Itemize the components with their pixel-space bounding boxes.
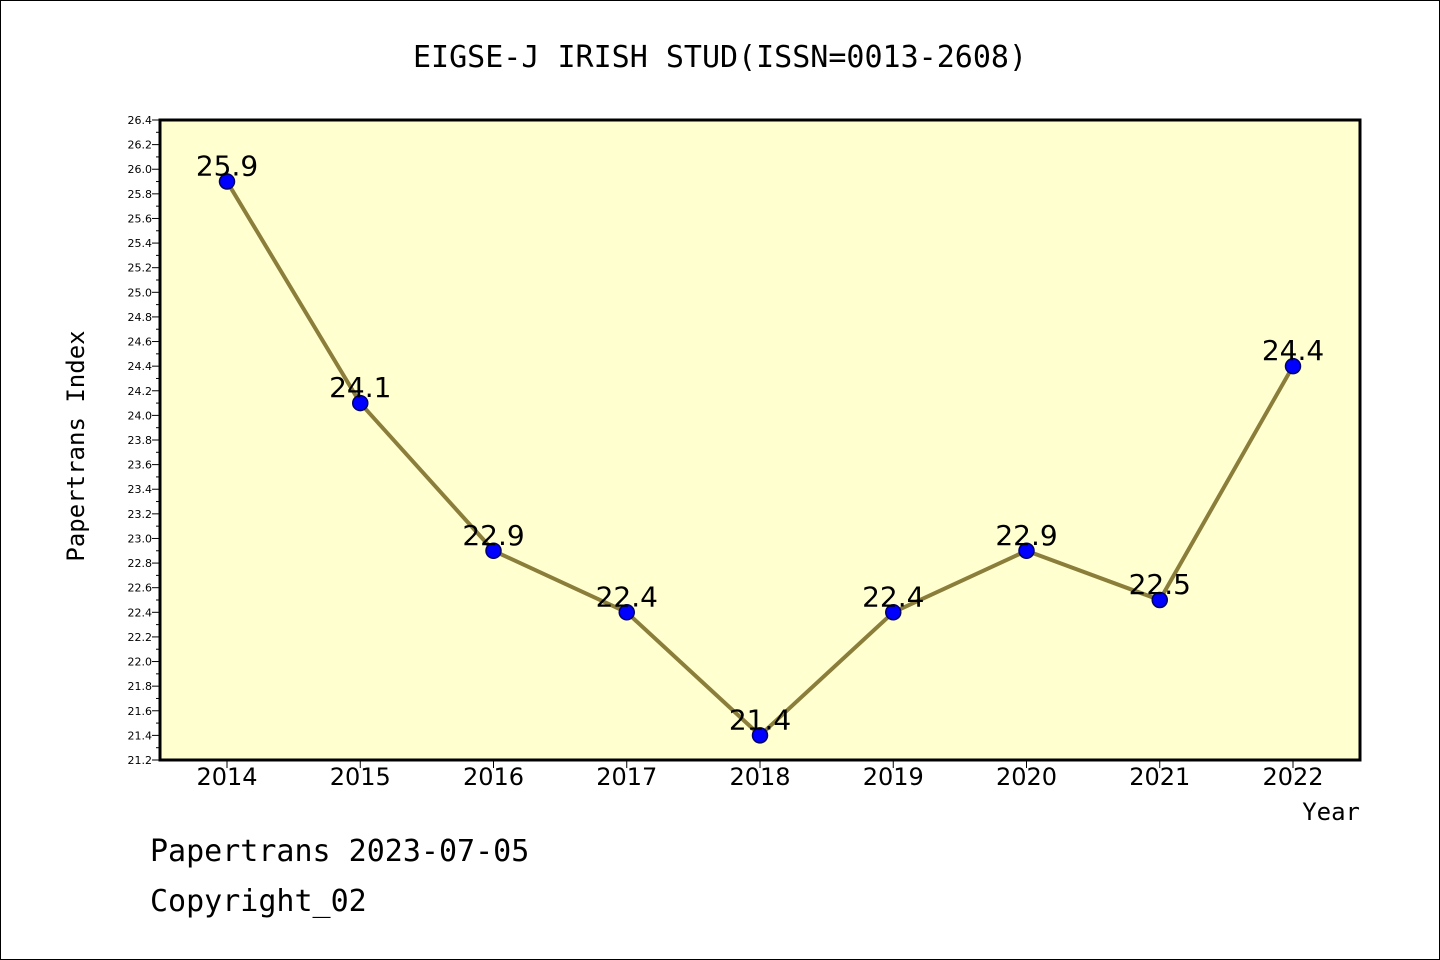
data-point <box>618 604 635 621</box>
data-label: 25.9 <box>196 150 258 183</box>
plot-area <box>160 120 1360 760</box>
y-tick-label: 25.2 <box>128 262 153 275</box>
y-tick-label: 21.6 <box>128 705 153 718</box>
data-point <box>885 604 902 621</box>
x-tick-label: 2014 <box>196 763 257 791</box>
x-tick-label: 2022 <box>1262 763 1323 791</box>
data-labels: 25.9 24.1 22.9 22.4 21.4 22.4 22.9 22.5 24.4 <box>196 150 1324 737</box>
y-tick-label: 25.6 <box>128 212 153 225</box>
data-label: 22.4 <box>862 580 924 613</box>
y-tick-label: 23.0 <box>128 532 153 545</box>
x-tick-label: 2017 <box>596 763 657 791</box>
y-tick-label: 21.4 <box>128 729 153 742</box>
y-tick-label: 24.2 <box>128 385 153 398</box>
data-markers <box>218 173 1302 744</box>
y-tick-label: 22.4 <box>128 606 153 619</box>
data-label: 21.4 <box>729 703 791 736</box>
data-point <box>751 727 769 744</box>
data-point <box>218 173 236 190</box>
y-tick-label: 24.6 <box>128 336 153 349</box>
y-tick-label: 25.0 <box>128 286 153 299</box>
x-tick-label: 2016 <box>463 763 524 791</box>
y-tick-label: 23.6 <box>128 459 153 472</box>
y-tick-label: 21.8 <box>128 680 153 693</box>
data-label: 22.9 <box>995 519 1057 552</box>
y-axis-ticks: 21.2 21.4 21.6 21.8 22.0 22.2 22.4 22.6 22.8 23.0… <box>128 114 160 767</box>
x-tick-label: 2019 <box>863 763 924 791</box>
y-tick-label: 25.4 <box>128 237 153 250</box>
data-point <box>352 394 369 412</box>
x-axis-label: Year <box>1302 798 1360 826</box>
y-tick-label: 26.2 <box>128 139 153 152</box>
y-tick-label: 25.8 <box>128 188 153 201</box>
data-label: 24.4 <box>1262 334 1324 367</box>
plot-border <box>158 118 1362 762</box>
data-label: 22.4 <box>596 580 658 613</box>
y-tick-label: 22.8 <box>128 557 153 570</box>
y-tick-label: 21.2 <box>128 754 153 767</box>
x-tick-label: 2020 <box>996 763 1057 791</box>
data-label: 22.9 <box>462 519 524 552</box>
y-tick-label: 26.0 <box>128 163 153 176</box>
data-point <box>1284 357 1302 375</box>
y-tick-label: 22.2 <box>128 631 153 644</box>
footer-date: Papertrans 2023-07-05 <box>150 834 530 869</box>
x-tick-label: 2018 <box>729 763 790 791</box>
y-tick-label: 26.4 <box>128 114 153 127</box>
y-tick-label: 24.8 <box>128 311 153 324</box>
y-tick-label: 24.4 <box>128 360 153 373</box>
y-tick-label: 24.0 <box>128 409 153 422</box>
data-point <box>485 542 502 560</box>
x-tick-label: 2021 <box>1129 763 1190 791</box>
y-tick-label: 22.6 <box>128 582 153 595</box>
y-axis-label: Papertrans Index <box>62 330 90 561</box>
footer-copyright: Copyright_02 <box>150 884 367 919</box>
y-tick-label: 23.2 <box>128 508 153 521</box>
data-point <box>1018 542 1035 560</box>
x-axis-ticks: 2014 2015 2016 2017 2018 2019 2020 2021 2022 <box>196 760 1324 791</box>
chart-title: EIGSE-J IRISH STUD(ISSN=0013-2608) <box>413 40 1027 75</box>
y-tick-label: 23.4 <box>128 483 153 496</box>
data-label: 24.1 <box>329 371 391 404</box>
x-tick-label: 2015 <box>330 763 391 791</box>
y-tick-label: 23.8 <box>128 434 153 447</box>
y-tick-label: 22.0 <box>128 656 153 669</box>
data-label: 22.5 <box>1129 568 1191 601</box>
data-point <box>1151 591 1168 609</box>
